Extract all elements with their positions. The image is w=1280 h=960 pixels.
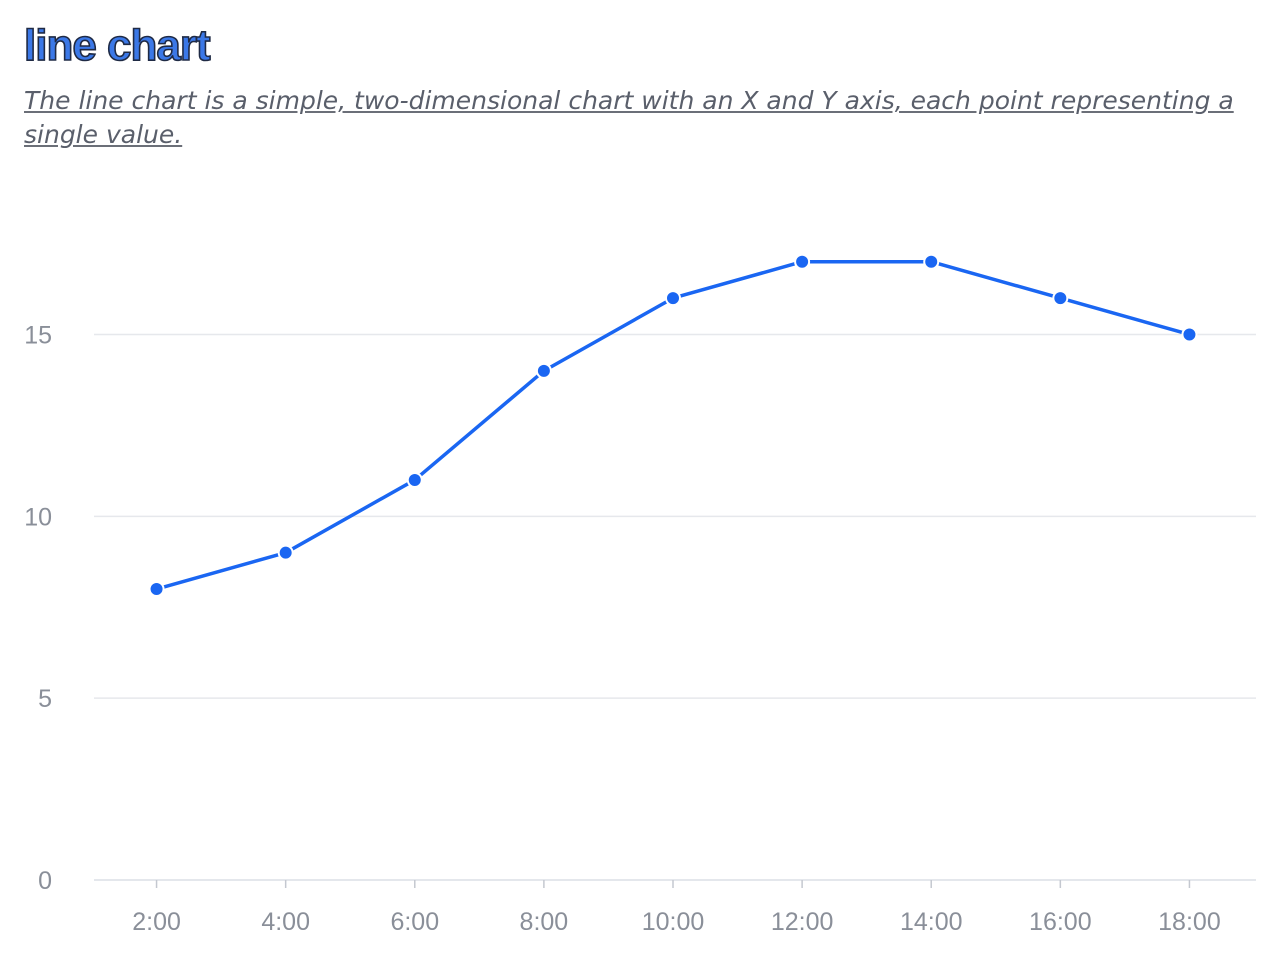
chart-title: line chart — [23, 20, 211, 71]
x-tick-label: 6:00 — [390, 908, 439, 936]
y-tick-label: 0 — [38, 867, 52, 895]
data-point[interactable] — [535, 362, 552, 379]
data-point[interactable] — [794, 253, 811, 270]
data-point[interactable] — [148, 581, 165, 598]
x-axis: 2:00 4:00 6:00 8:00 10:00 12:00 14:00 16:00 18:0… — [94, 879, 1256, 936]
series-group — [148, 253, 1198, 598]
x-tick-label: 18:00 — [1158, 908, 1221, 936]
data-point[interactable] — [923, 253, 940, 270]
y-tick-label: 5 — [38, 685, 52, 713]
y-grid — [94, 333, 1256, 699]
x-tick-label: 12:00 — [771, 908, 834, 936]
data-point[interactable] — [277, 544, 294, 561]
x-tick-label: 16:00 — [1029, 908, 1092, 936]
x-tick-label: 14:00 — [900, 908, 963, 936]
y-tick-label: 15 — [24, 321, 52, 349]
chart-subtitle: The line chart is a simple, two-dimensio… — [24, 86, 1234, 149]
y-tick-label: 10 — [24, 503, 52, 531]
x-tick-label: 10:00 — [642, 908, 705, 936]
x-tick-label: 8:00 — [520, 908, 569, 936]
data-point[interactable] — [406, 471, 423, 488]
data-point[interactable] — [1181, 326, 1198, 343]
data-point[interactable] — [665, 290, 681, 307]
x-tick-label: 2:00 — [132, 908, 181, 936]
series-line — [154, 259, 1192, 591]
x-tick-label: 4:00 — [261, 908, 310, 936]
data-point[interactable] — [1052, 290, 1069, 307]
y-axis-labels: 0 5 10 15 — [24, 321, 52, 895]
